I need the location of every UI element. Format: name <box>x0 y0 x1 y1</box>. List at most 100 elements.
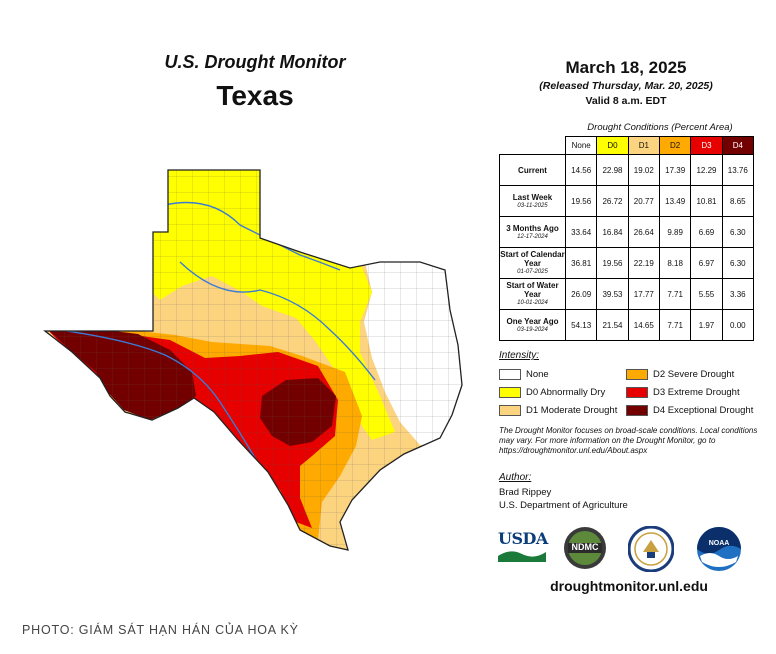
ndmc-logo-text: NDMC <box>571 542 599 552</box>
map-state-title: Texas <box>216 80 294 111</box>
table-cell: 19.02 <box>627 154 660 186</box>
table-cell: 13.49 <box>658 185 692 217</box>
usda-logo: USDA <box>498 530 548 566</box>
table-cell: 17.77 <box>627 278 660 310</box>
legend-swatch <box>499 386 521 398</box>
legend-label: D1 Moderate Drought <box>526 404 618 416</box>
legend-swatch <box>626 404 648 416</box>
table-row: Last Week 03-11-2025 19.56 26.72 20.77 13… <box>499 185 755 217</box>
table-cell: 26.64 <box>627 216 660 248</box>
table-cell: 26.09 <box>564 278 598 310</box>
table-cell: 9.89 <box>658 216 692 248</box>
photo-credit: PHOTO: GIÁM SÁT HẠN HÁN CỦA HOA KỲ <box>22 623 299 637</box>
author-organization: U.S. Department of Agriculture <box>499 500 628 511</box>
table-caption: Drought Conditions (Percent Area) <box>587 122 733 133</box>
table-cell: 22.98 <box>596 154 629 186</box>
column-header-d0: D0 <box>596 136 629 155</box>
ndmc-badge-icon <box>564 527 606 569</box>
legend-item-d0: D0 Abnormally Dry <box>499 385 617 399</box>
website-link[interactable]: droughtmonitor.unl.edu <box>550 578 708 594</box>
legend-label: D3 Extreme Drought <box>653 386 740 398</box>
noaa-logo-text: NOAA <box>708 540 730 547</box>
author-heading: Author: <box>499 472 532 483</box>
table-cell: 14.56 <box>564 154 598 186</box>
row-label: Start of Water Year 10-01-2024 <box>499 278 566 310</box>
legend-title: Intensity: <box>499 350 540 361</box>
table-cell: 19.56 <box>564 185 598 217</box>
column-header-d1: D1 <box>627 136 660 155</box>
texas-drought-map <box>43 169 463 551</box>
usdoc-seal-icon <box>627 525 675 573</box>
row-label-date: 01-07-2025 <box>517 269 548 275</box>
table-cell: 6.69 <box>690 216 723 248</box>
table-cell: 36.81 <box>564 247 598 279</box>
row-label-text: Start of Water Year <box>506 281 559 299</box>
release-date: (Released Thursday, Mar. 20, 2025) <box>539 80 713 92</box>
table-cell: 39.53 <box>596 278 629 310</box>
row-label: Current <box>499 154 566 186</box>
table-cell: 17.39 <box>658 154 692 186</box>
table-cell: 12.29 <box>690 154 723 186</box>
table-cell: 6.97 <box>690 247 723 279</box>
row-label-date: 03-11-2025 <box>517 202 548 209</box>
table-cell: 54.13 <box>564 309 598 341</box>
table-row: 3 Months Ago 12-17-2024 33.64 16.84 26.64… <box>499 216 755 248</box>
table-row: Start of Water Year 10-01-2024 26.09 39.5… <box>499 278 755 310</box>
legend-item-none: None <box>499 367 617 381</box>
row-label-date: 03-19-2024 <box>517 326 548 333</box>
legend-item-d2: D2 Severe Drought <box>626 367 753 381</box>
noaa-logo: NOAA <box>696 526 742 572</box>
column-header-d4: D4 <box>721 136 755 155</box>
usda-wave-icon <box>498 551 546 562</box>
table-cell: 33.64 <box>564 216 598 248</box>
table-cell: 7.71 <box>658 278 692 310</box>
ndmc-logo: NDMC <box>560 526 610 570</box>
table-cell: 6.30 <box>721 247 755 279</box>
legend-label: D2 Severe Drought <box>653 368 735 380</box>
table-cell: 1.97 <box>690 309 723 341</box>
row-label-text: Start of Calendar Year <box>500 250 565 268</box>
legend-column-left: None D0 Abnormally Dry D1 Moderate Droug… <box>499 367 617 417</box>
row-label-text: 3 Months Ago <box>506 223 559 233</box>
drought-stats-table: None D0 D1 D2 D3 D4 Current 14.56 22.98 … <box>499 136 755 341</box>
usda-logo-text: USDA <box>498 529 548 548</box>
table-cell: 10.81 <box>690 185 723 217</box>
row-label-date: 10-01-2024 <box>517 300 548 306</box>
legend-column-right: D2 Severe Drought D3 Extreme Drought D4 … <box>626 367 753 417</box>
table-cell: 5.55 <box>690 278 723 310</box>
table-row: One Year Ago 03-19-2024 54.13 21.54 14.65… <box>499 309 755 341</box>
row-label: Start of Calendar Year 01-07-2025 <box>499 247 566 279</box>
table-cell: 0.00 <box>721 309 755 341</box>
noaa-badge-icon <box>697 527 741 571</box>
legend-item-d3: D3 Extreme Drought <box>626 385 753 399</box>
column-header-d3: D3 <box>690 136 723 155</box>
map-title: U.S. Drought Monitor <box>164 52 346 72</box>
table-header-row: None D0 D1 D2 D3 D4 <box>500 136 755 155</box>
table-row: Current 14.56 22.98 19.02 17.39 12.29 13… <box>499 154 755 186</box>
map-date: March 18, 2025 <box>565 58 687 77</box>
legend-swatch <box>626 368 648 380</box>
table-cell: 8.18 <box>658 247 692 279</box>
column-header-d2: D2 <box>658 136 692 155</box>
row-label: One Year Ago 03-19-2024 <box>499 309 566 341</box>
table-cell: 22.19 <box>627 247 660 279</box>
table-cell: 7.71 <box>658 309 692 341</box>
table-cell: 21.54 <box>596 309 629 341</box>
row-label-date: 12-17-2024 <box>517 233 548 240</box>
table-cell: 16.84 <box>596 216 629 248</box>
legend-item-d1: D1 Moderate Drought <box>499 403 617 417</box>
table-cell: 6.30 <box>721 216 755 248</box>
legend-swatch <box>499 368 521 380</box>
legend-label: None <box>526 368 549 380</box>
legend-item-d4: D4 Exceptional Drought <box>626 403 753 417</box>
table-cell: 19.56 <box>596 247 629 279</box>
header-blank-cell <box>500 137 566 155</box>
column-header-none: None <box>564 136 598 155</box>
row-label: 3 Months Ago 12-17-2024 <box>499 216 566 248</box>
disclaimer-note: The Drought Monitor focuses on broad-sca… <box>499 426 758 455</box>
legend-label: D0 Abnormally Dry <box>526 386 606 398</box>
table-cell: 13.76 <box>721 154 755 186</box>
table-cell: 20.77 <box>627 185 660 217</box>
table-cell: 3.36 <box>721 278 755 310</box>
row-label-text: Current <box>518 165 547 175</box>
